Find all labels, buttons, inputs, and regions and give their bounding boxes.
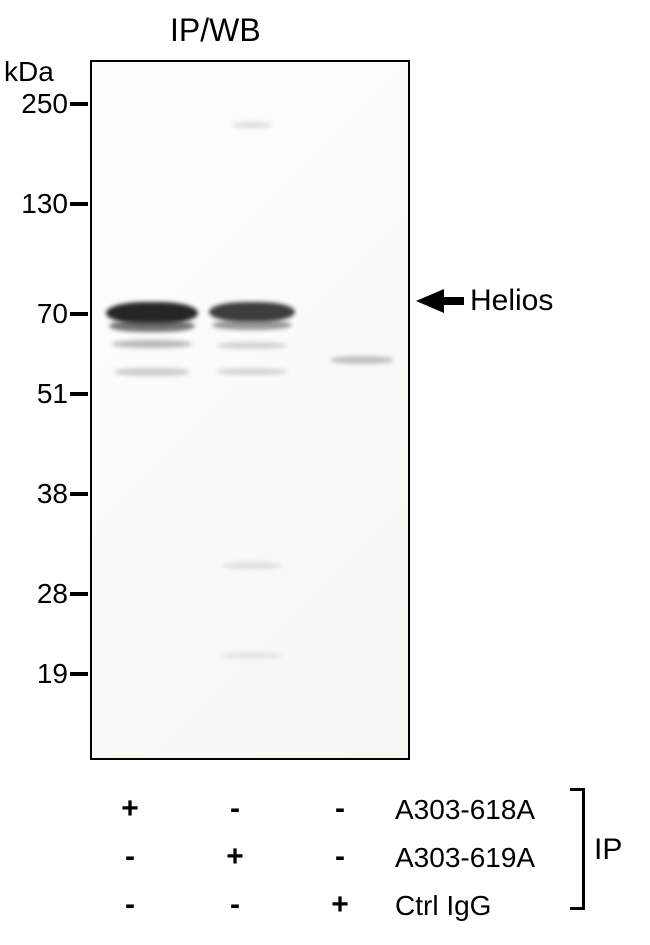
ip-antibody-label: A303-618A (395, 794, 535, 826)
lane-presence-mark: - (320, 792, 360, 826)
blot-band (216, 368, 288, 375)
ip-bracket-cap (570, 788, 585, 791)
blot-membrane (90, 60, 410, 760)
mw-marker-label: 250 (8, 88, 68, 120)
lane-presence-mark: + (110, 792, 150, 826)
blot-band (222, 652, 282, 659)
lane-presence-mark: - (215, 888, 255, 922)
ip-antibody-label: Ctrl IgG (395, 890, 491, 922)
lane-presence-mark: - (110, 840, 150, 874)
mw-marker-tick (70, 492, 88, 496)
lane-presence-mark: + (215, 840, 255, 874)
mw-marker-tick (70, 102, 88, 106)
mw-marker-tick (70, 672, 88, 676)
arrow-stem (444, 297, 464, 305)
lane-presence-mark: - (320, 840, 360, 874)
blot-band (232, 122, 272, 128)
target-band-arrow: Helios (416, 284, 553, 318)
blot-band (222, 562, 282, 569)
mw-marker-tick (70, 312, 88, 316)
blot-band (112, 340, 192, 348)
target-protein-label: Helios (470, 284, 553, 318)
ip-antibody-label: A303-619A (395, 842, 535, 874)
ip-bracket-label: IP (594, 833, 622, 867)
mw-marker-label: 51 (8, 378, 68, 410)
panel-title: IP/WB (170, 12, 261, 49)
lane-presence-mark: + (320, 888, 360, 922)
mw-marker-tick (70, 592, 88, 596)
lane-presence-mark: - (215, 792, 255, 826)
arrow-head-icon (416, 289, 444, 313)
mw-marker-tick (70, 392, 88, 396)
mw-marker-label: 28 (8, 578, 68, 610)
lane-presence-mark: - (110, 888, 150, 922)
mw-marker-tick (70, 202, 88, 206)
mw-marker-label: 19 (8, 658, 68, 690)
blot-band (330, 356, 394, 364)
western-blot-figure: IP/WB kDa 250 130 70 51 38 28 19 Helios + - - A30… (0, 0, 650, 945)
mw-marker-label: 38 (8, 478, 68, 510)
ip-bracket-cap (570, 907, 585, 910)
blot-band (209, 302, 295, 322)
kda-unit-label: kDa (4, 56, 54, 88)
mw-marker-label: 130 (8, 188, 68, 220)
blot-band (109, 320, 195, 332)
ip-bracket-line (582, 788, 585, 910)
blot-band (217, 342, 287, 349)
mw-marker-label: 70 (8, 298, 68, 330)
blot-band (114, 368, 190, 376)
blot-band (212, 320, 292, 330)
